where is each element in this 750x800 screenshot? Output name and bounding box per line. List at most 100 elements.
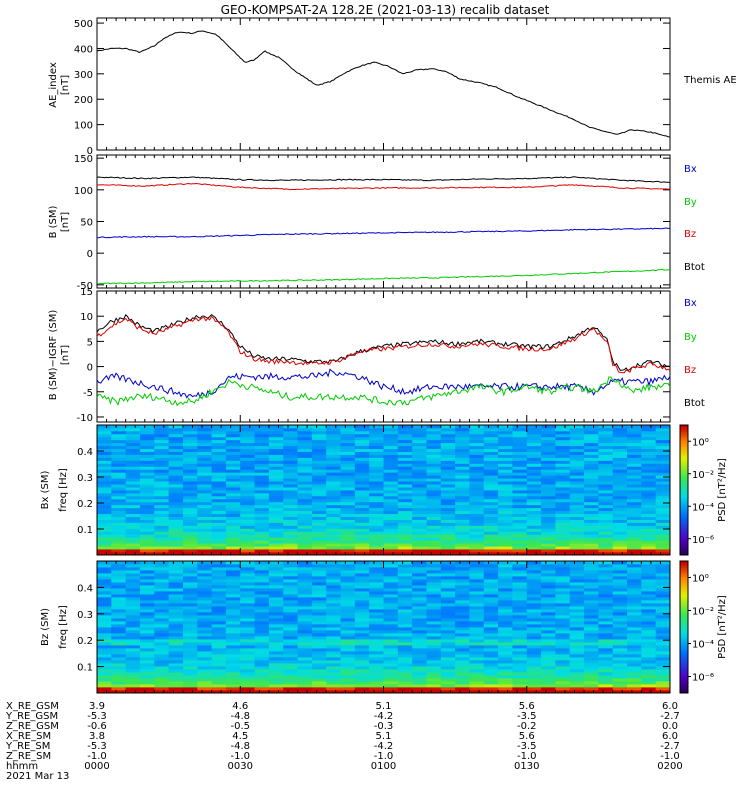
- spectrogram-cell: [297, 603, 313, 607]
- spectrogram-cell: [97, 675, 112, 679]
- spectrogram-cell: [584, 603, 599, 607]
- spectrogram-cell: [526, 457, 542, 461]
- spectrogram-cell: [526, 430, 542, 435]
- spectrogram-cell: [254, 690, 270, 694]
- spectrogram-cell: [627, 684, 642, 688]
- spectrogram-cell: [154, 669, 170, 673]
- spectrogram-cell: [125, 612, 141, 616]
- spectrogram-cell: [612, 636, 628, 640]
- spectrogram-cell: [211, 457, 227, 461]
- spectrogram-cell: [297, 516, 313, 520]
- spectrogram-cell: [483, 669, 499, 673]
- spectrogram-cell: [297, 594, 313, 598]
- spectrogram-cell: [97, 627, 112, 631]
- spectrogram-cell: [641, 430, 657, 435]
- spectrogram-cell: [612, 433, 628, 438]
- spectrogram-cell: [268, 445, 284, 450]
- spectrogram-cell: [483, 603, 499, 607]
- spectrogram-cell: [97, 564, 112, 568]
- colorbar-segment: [680, 526, 688, 530]
- spectrogram-cell: [168, 603, 184, 607]
- spectrogram-cell: [197, 660, 212, 664]
- spectrogram-cell: [326, 454, 341, 458]
- spectrogram-cell: [440, 648, 456, 652]
- colorbar-tick-label: 10⁻⁶: [692, 673, 714, 684]
- spectrogram-cell: [168, 519, 184, 523]
- spectrogram-cell: [211, 528, 227, 532]
- spectrogram-cell: [383, 519, 399, 523]
- spectrogram-cell: [354, 681, 370, 685]
- spectrogram-cell: [440, 546, 456, 550]
- spectrogram-cell: [426, 510, 442, 515]
- spectrogram-cell: [555, 684, 571, 688]
- spectrogram-cell: [125, 690, 141, 694]
- spectrogram-cell: [211, 600, 227, 604]
- spectrogram-cell: [627, 573, 642, 577]
- spectrogram-cell: [655, 469, 671, 473]
- spectrogram-cell: [555, 564, 571, 568]
- spectrogram-cell: [340, 484, 356, 488]
- spectrogram-cell: [483, 600, 499, 604]
- spectrogram-cell: [197, 454, 212, 458]
- spectrogram-cell: [440, 510, 456, 515]
- spectrogram-cell: [168, 633, 184, 637]
- spectrogram-cell: [383, 648, 399, 652]
- spectrogram-cell: [168, 525, 184, 529]
- spectrogram-cell: [455, 439, 470, 444]
- spectrogram-cell: [426, 630, 442, 634]
- spectrogram-cell: [111, 678, 127, 682]
- spectrogram-cell: [297, 504, 313, 509]
- spectrogram-cell: [440, 481, 456, 485]
- spectrogram-cell: [641, 439, 657, 444]
- spectrogram-cell: [340, 430, 356, 435]
- colorbar-segment: [680, 507, 688, 510]
- spectrogram-cell: [383, 660, 399, 664]
- ephemeris-value: -4.2: [374, 741, 394, 752]
- spectrogram-cell: [125, 621, 141, 625]
- spectrogram-cell: [469, 484, 485, 488]
- spectrogram-cell: [469, 588, 485, 592]
- spectrogram-cell: [182, 615, 198, 619]
- spectrogram-cell: [526, 630, 542, 634]
- spectrogram-cell: [111, 687, 127, 691]
- spectrogram-cell: [182, 490, 198, 494]
- spectrogram-cell: [211, 430, 227, 435]
- spectrogram-cell: [526, 427, 542, 432]
- spectrogram-cell: [97, 630, 112, 634]
- spectrogram-cell: [526, 612, 542, 616]
- spectrogram-cell: [641, 472, 657, 476]
- spectrogram-cell: [584, 627, 599, 631]
- spectrogram-cell: [168, 687, 184, 691]
- spectrogram-cell: [326, 501, 341, 506]
- spectrogram-cell: [139, 436, 155, 441]
- spectrogram-cell: [340, 442, 356, 447]
- spectrogram-cell: [340, 654, 356, 658]
- spectrogram-cell: [526, 442, 542, 447]
- spectrogram-cell: [154, 645, 170, 649]
- spectrogram-cell: [541, 681, 556, 685]
- spectrogram-cell: [383, 484, 399, 488]
- spectrogram-cell: [111, 528, 127, 532]
- spectrogram-cell: [426, 495, 442, 500]
- spectrogram-cell: [154, 436, 170, 441]
- spectrogram-cell: [211, 510, 227, 515]
- spectrogram-cell: [498, 549, 513, 553]
- spectrogram-cell: [627, 564, 642, 568]
- spectrogram-cell: [354, 663, 370, 667]
- spectrogram-cell: [569, 504, 585, 509]
- spectrogram-cell: [268, 516, 284, 520]
- spectrogram-cell: [412, 528, 427, 532]
- ae-ylabel: AE_index: [48, 62, 59, 108]
- spectrogram-cell: [584, 490, 599, 494]
- spectrogram-cell: [326, 666, 341, 670]
- spectrogram-cell: [240, 442, 255, 447]
- spectrogram-cell: [240, 510, 255, 515]
- spectrogram-cell: [512, 481, 528, 485]
- spectrogram-cell: [197, 430, 212, 435]
- spectrogram-cell: [297, 460, 313, 464]
- spectrogram-cell: [541, 624, 556, 628]
- spectrogram-cell: [326, 597, 341, 601]
- spectrogram-cell: [139, 463, 155, 467]
- spectrogram-cell: [426, 576, 442, 580]
- spectrogram-cell: [240, 564, 255, 568]
